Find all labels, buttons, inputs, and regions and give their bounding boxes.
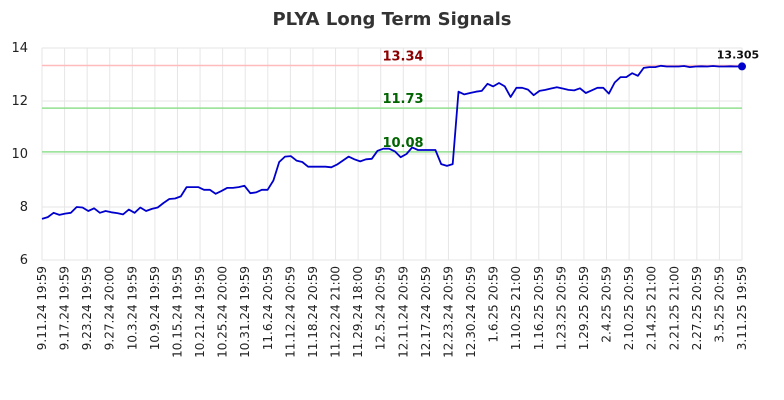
- reference-line-label: 13.34: [382, 49, 423, 64]
- ref-labels-layer: 13.34 11.73 10.08 13.305: [382, 48, 759, 150]
- x-tick-label: 3.5.25 20:59: [712, 266, 726, 343]
- x-tick-label: 1.23.25 20:59: [554, 266, 568, 350]
- x-tick-label: 1.10.25 21:00: [509, 266, 523, 350]
- last-point-marker: [738, 62, 746, 71]
- x-tick-label: 11.22.24 21:00: [329, 266, 343, 358]
- price-series-line: [41, 64, 743, 220]
- x-tick-label: 12.11.24 20:59: [396, 266, 410, 358]
- x-tick-label: 9.23.24 19:59: [80, 266, 94, 350]
- x-tick-label: 12.17.24 20:59: [419, 266, 433, 358]
- x-tick-label: 11.12.24 20:59: [283, 266, 297, 358]
- x-tick-label: 11.6.24 20:59: [261, 266, 275, 350]
- x-tick-label: 10.21.24 19:59: [193, 266, 207, 358]
- x-tick-label: 2.21.25 21:00: [667, 266, 681, 350]
- x-tick-label: 2.10.25 20:59: [622, 266, 636, 350]
- x-tick-label: 12.30.24 20:59: [464, 266, 478, 358]
- x-tick-label: 11.29.24 18:00: [351, 266, 365, 358]
- x-tick-label: 1.16.25 20:59: [532, 266, 546, 350]
- x-tick-label: 2.14.25 21:00: [645, 266, 659, 350]
- x-tick-label: 2.27.25 20:59: [690, 266, 704, 350]
- x-tick-label: 9.11.24 19:59: [35, 266, 49, 350]
- x-tick-label: 10.3.24 19:59: [125, 266, 139, 350]
- x-tick-label: 3.11.25 19:59: [735, 266, 749, 350]
- reference-line-label: 10.08: [382, 136, 423, 151]
- y-axis: 6 8 10 12 14: [11, 41, 28, 268]
- x-tick-label: 10.31.24 19:59: [238, 266, 252, 358]
- y-tick-label: 10: [11, 147, 28, 162]
- x-tick-label: 2.4.25 20:59: [600, 266, 614, 343]
- reference-lines: [42, 64, 742, 153]
- x-tick-label: 10.15.24 19:59: [170, 266, 184, 358]
- y-tick-label: 8: [20, 200, 28, 215]
- x-tick-label: 12.23.24 20:59: [441, 266, 455, 358]
- x-axis: 9.11.24 19:59 9.17.24 19:59 9.23.24 19:59 9…: [35, 266, 749, 358]
- x-tick-label: 12.5.24 20:59: [374, 266, 388, 350]
- y-tick-label: 14: [11, 41, 28, 56]
- last-value-label: 13.305: [717, 48, 759, 61]
- x-tick-label: 1.6.25 20:59: [487, 266, 501, 343]
- reference-line-label: 11.73: [382, 92, 423, 107]
- y-tick-label: 12: [11, 94, 28, 109]
- y-tick-label: 6: [20, 253, 28, 268]
- x-tick-label: 11.18.24 20:59: [306, 266, 320, 358]
- x-tick-label: 9.27.24 20:00: [103, 266, 117, 350]
- grid: [41, 47, 743, 261]
- x-tick-label: 10.9.24 19:59: [148, 266, 162, 350]
- x-tick-label: 9.17.24 19:59: [58, 266, 72, 350]
- x-tick-label: 1.29.25 20:59: [577, 266, 591, 350]
- x-tick-label: 10.25.24 20:00: [216, 266, 230, 358]
- chart-title: PLYA Long Term Signals: [272, 9, 511, 30]
- series-layer: [41, 62, 746, 220]
